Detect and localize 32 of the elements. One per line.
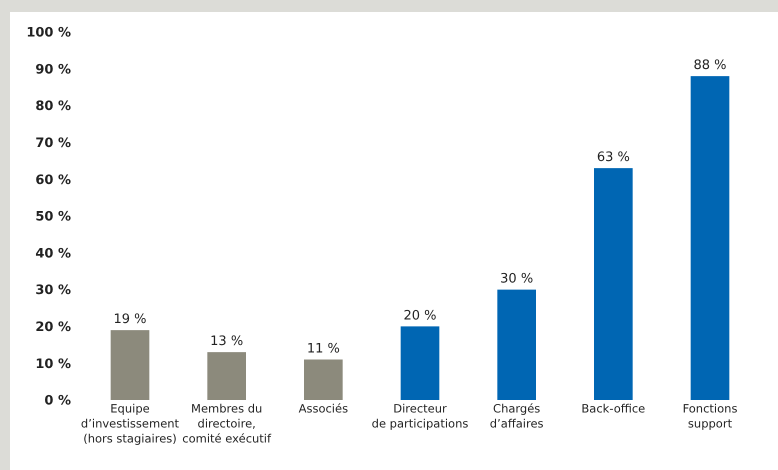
x-tick-label: Directeur de participations (372, 402, 468, 430)
data-label: 63 % (596, 150, 630, 166)
y-tick-label: 30 % (35, 283, 71, 298)
y-tick-label: 60 % (35, 172, 71, 188)
y-tick-label: 40 % (35, 246, 71, 262)
bar (207, 352, 246, 400)
y-tick-label: 50 % (35, 210, 71, 225)
y-tick-label: 10 % (35, 356, 71, 372)
x-tick-label: Fonctions support (682, 402, 738, 430)
bar (690, 76, 730, 400)
y-tick-label: 20 % (35, 320, 71, 335)
data-label: 20 % (403, 308, 437, 324)
y-tick-label: 90 % (35, 62, 71, 78)
x-tick-label: Associés (298, 402, 348, 416)
y-tick-label: 70 % (35, 136, 71, 151)
x-tick-label: Membres du directoire, comité exécutif (182, 402, 272, 446)
bar (400, 326, 440, 400)
bar (110, 330, 150, 400)
data-label: 11 % (306, 342, 340, 357)
y-tick-label: 0 % (44, 394, 71, 409)
bar (497, 290, 536, 400)
bar (304, 360, 343, 400)
x-tick-label: Back-office (581, 402, 646, 416)
data-label: 19 % (113, 312, 147, 328)
y-tick-label: 100 % (26, 26, 71, 41)
data-label: 88 % (693, 58, 727, 74)
data-label: 13 % (210, 334, 244, 350)
x-tick-label: Chargés d’affaires (490, 402, 544, 430)
data-label: 30 % (500, 272, 534, 287)
bar (594, 168, 633, 400)
x-tick-label: Equipe d’investissement (hors stagiaires) (80, 402, 180, 446)
y-tick-label: 80 % (35, 99, 71, 114)
